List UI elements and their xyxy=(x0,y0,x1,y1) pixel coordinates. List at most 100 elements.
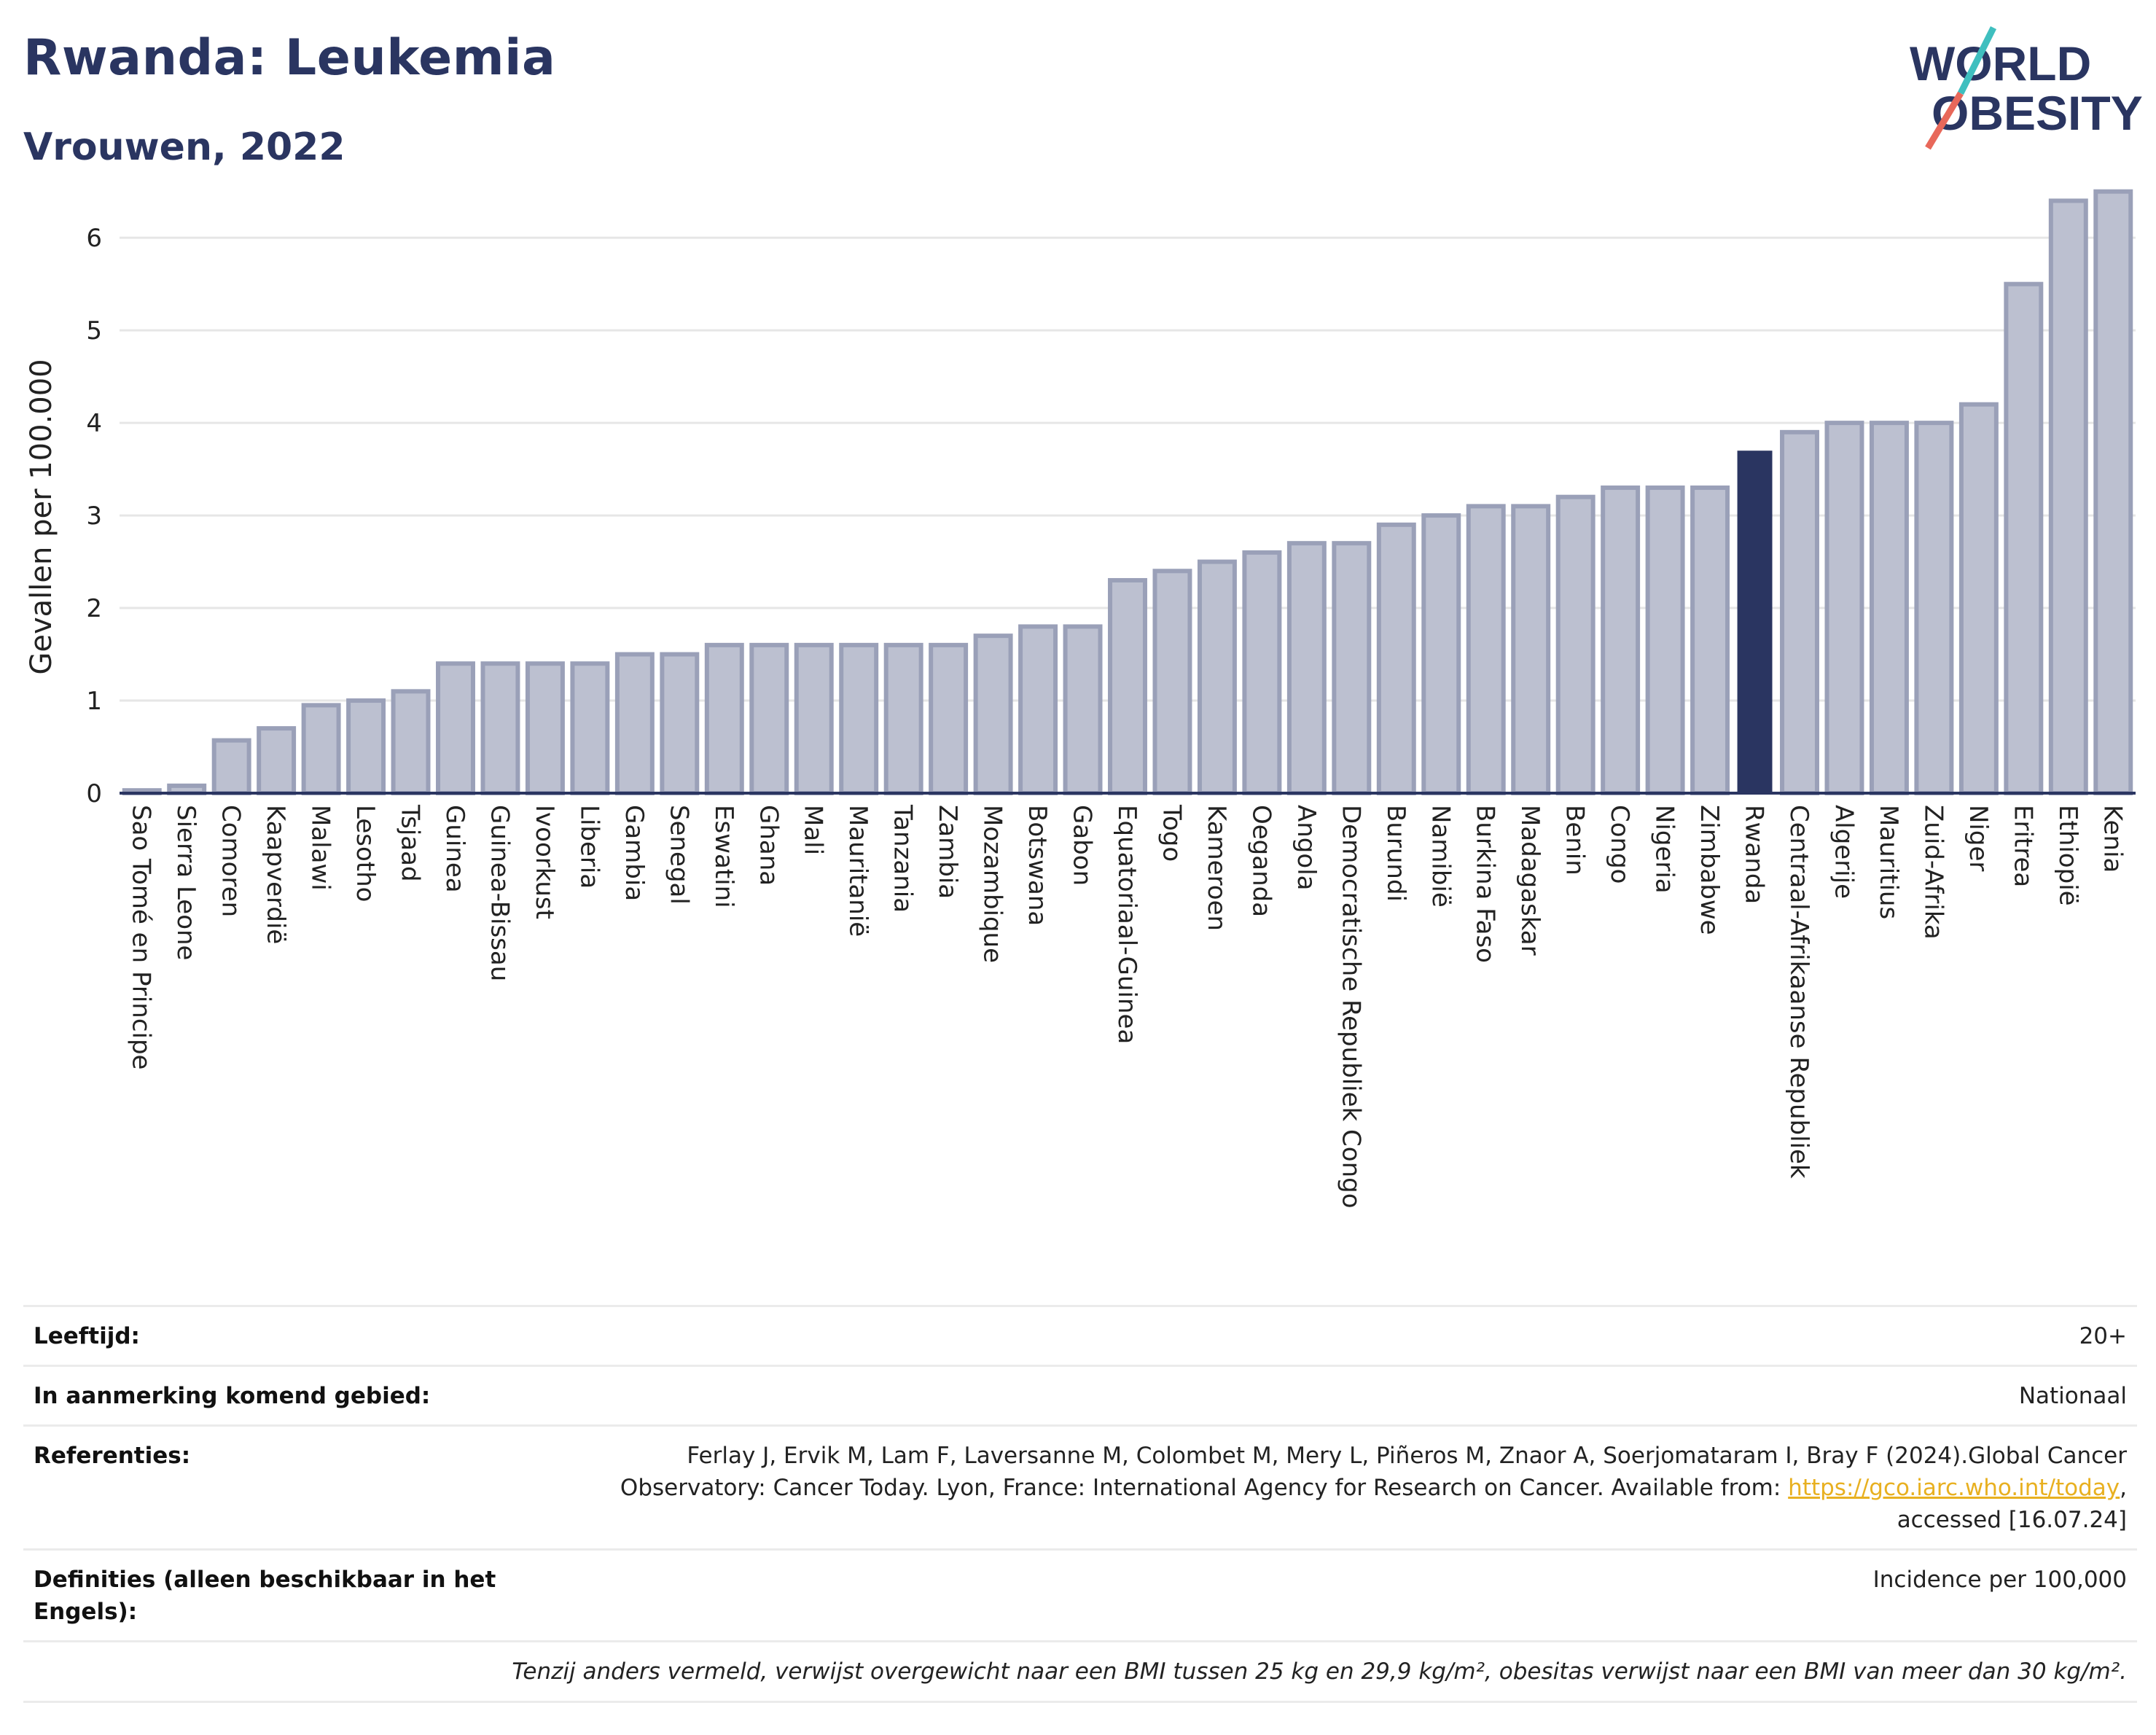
x-tick-label: Gambia xyxy=(620,805,649,901)
x-tick-label: Tanzania xyxy=(888,804,918,913)
x-tick-label: Nigeria xyxy=(1650,805,1679,894)
meta-row-region: In aanmerking komend gebied: Nationaal xyxy=(23,1365,2137,1425)
y-tick-label: 6 xyxy=(86,224,102,253)
bar-democratische-republiek-congo xyxy=(1332,541,1372,795)
bar-burkina-faso xyxy=(1466,504,1506,795)
bar-kenia xyxy=(2093,189,2133,795)
x-tick-label: Congo xyxy=(1605,805,1634,884)
bar-zimbabwe xyxy=(1690,486,1730,795)
x-tick-label: Algerije xyxy=(1829,805,1858,899)
bar-angola xyxy=(1286,541,1327,795)
x-tick-label: Tsjaad xyxy=(396,804,425,882)
bar-congo xyxy=(1601,486,1641,795)
x-tick-label: Zambia xyxy=(933,805,962,899)
x-tick-label: Rwanda xyxy=(1740,805,1769,904)
meta-value-references: Ferlay J, Ervik M, Lam F, Laversanne M, … xyxy=(620,1440,2127,1536)
bar-lesotho xyxy=(346,698,386,795)
reference-line-2: Observatory: Cancer Today. Lyon, France:… xyxy=(620,1472,2127,1504)
bar-ghana xyxy=(749,642,789,796)
x-tick-label: Burkina Faso xyxy=(1471,805,1500,963)
meta-label-definitions: Definities (alleen beschikbaar in het En… xyxy=(34,1564,496,1628)
bar-kaapverdi- xyxy=(257,726,297,795)
meta-value-definitions: Incidence per 100,000 xyxy=(1872,1567,2127,1593)
reference-link[interactable]: https://gco.iarc.who.int/today xyxy=(1788,1475,2120,1501)
logo-slash-top xyxy=(1957,26,1997,95)
definitions-label-line-2: Engels): xyxy=(34,1599,138,1625)
bar-malawi xyxy=(301,703,341,795)
x-tick-label: Niger xyxy=(1964,805,1993,871)
bar-tsjaad xyxy=(391,689,431,795)
y-tick-label: 4 xyxy=(86,409,102,438)
x-tick-label: Zimbabwe xyxy=(1695,805,1724,935)
bar-guinea-bissau xyxy=(480,661,520,795)
bar-nigeria xyxy=(1645,486,1685,795)
x-tick-label: Eritrea xyxy=(2008,805,2037,887)
meta-label-references: Referenties: xyxy=(34,1443,191,1469)
x-tick-label: Togo xyxy=(1157,804,1186,862)
bar-comoren xyxy=(211,738,251,795)
x-tick-label: Malawi xyxy=(306,805,335,891)
bar-ethiopi- xyxy=(2048,198,2088,796)
x-tick-label: Guinea xyxy=(440,805,469,893)
meta-label-region: In aanmerking komend gebied: xyxy=(34,1383,431,1409)
reference-line-1: Ferlay J, Ervik M, Lam F, Laversanne M, … xyxy=(687,1443,2127,1469)
meta-row-references: Referenties: Ferlay J, Ervik M, Lam F, L… xyxy=(23,1424,2137,1549)
bar-gabon xyxy=(1063,624,1103,795)
bar-liberia xyxy=(570,661,610,795)
y-axis-ticks: 0 1 2 3 4 5 6 xyxy=(86,224,102,808)
x-tick-label: Senegal xyxy=(664,805,693,905)
bar-eritrea xyxy=(2004,281,2044,795)
bar-mauritius xyxy=(1869,421,1909,795)
bar-rwanda xyxy=(1737,451,1773,793)
bar-algerije xyxy=(1824,421,1864,795)
meta-row-age: Leeftijd: 20+ xyxy=(23,1305,2137,1365)
y-tick-label: 0 xyxy=(86,779,102,808)
logo-line1: WORLD xyxy=(1910,36,2091,90)
bar-botswana xyxy=(1018,624,1058,795)
x-tick-label: Zuid-Afrika xyxy=(1918,805,1948,940)
y-tick-label: 1 xyxy=(86,687,102,716)
x-tick-label: Ethiopië xyxy=(2053,805,2082,906)
x-tick-label: Botswana xyxy=(1023,805,1052,926)
chart-title: Rwanda: Leukemia xyxy=(23,29,556,87)
bar-chart: 0 1 2 3 4 5 6 Sao Tomé en Principe Sierra Leone… xyxy=(25,189,2136,1209)
bar-zuid-afrika xyxy=(1914,421,1954,795)
x-tick-label: Mali xyxy=(799,805,828,855)
x-tick-label: Oeganda xyxy=(1246,805,1276,917)
x-tick-label: Sierra Leone xyxy=(171,805,200,960)
x-tick-label: Ghana xyxy=(754,805,783,886)
world-obesity-logo: WORLD OBESITY xyxy=(1910,26,2143,150)
reference-line-2-text: Observatory: Cancer Today. Lyon, France:… xyxy=(620,1475,1789,1501)
x-tick-label: Kameroen xyxy=(1202,805,1231,931)
definitions-label-line-1: Definities (alleen beschikbaar in het xyxy=(34,1567,496,1593)
bar-namibi- xyxy=(1421,513,1461,795)
y-tick-label: 2 xyxy=(86,594,102,623)
meta-value-age: 20+ xyxy=(2079,1323,2127,1349)
logo-slash-bottom xyxy=(1925,91,1964,150)
chart-subtitle: Vrouwen, 2022 xyxy=(23,125,345,169)
reference-line-3: accessed [16.07.24] xyxy=(1897,1507,2127,1533)
bar-kameroen xyxy=(1197,559,1237,795)
meta-label-age: Leeftijd: xyxy=(34,1323,140,1349)
bar-mali xyxy=(794,642,834,796)
bar-centraal-afrikaanse-republiek xyxy=(1780,429,1819,795)
bar-mauritani- xyxy=(839,642,879,796)
x-tick-label: Lesotho xyxy=(351,805,380,902)
x-tick-label: Namibië xyxy=(1426,805,1455,908)
y-axis-label: Gevallen per 100.000 xyxy=(25,359,58,674)
bar-equatoriaal-guinea xyxy=(1108,577,1147,796)
logo-line2: OBESITY xyxy=(1932,86,2143,140)
x-tick-label: Angola xyxy=(1292,805,1321,890)
bar-mozambique xyxy=(973,633,1013,795)
meta-value-region: Nationaal xyxy=(2018,1383,2127,1409)
x-tick-label: Democratische Republiek Congo xyxy=(1336,805,1365,1209)
bar-ivoorkust xyxy=(525,661,565,795)
bar-madagaskar xyxy=(1511,504,1551,795)
meta-row-footnote: Tenzij anders vermeld, verwijst overgewi… xyxy=(23,1640,2137,1703)
bars xyxy=(122,189,2133,796)
y-tick-label: 3 xyxy=(86,502,102,531)
x-tick-label: Guinea-Bissau xyxy=(485,805,514,981)
bar-niger xyxy=(1958,402,1999,795)
bar-oeganda xyxy=(1242,550,1282,795)
y-tick-label: 5 xyxy=(86,316,102,346)
